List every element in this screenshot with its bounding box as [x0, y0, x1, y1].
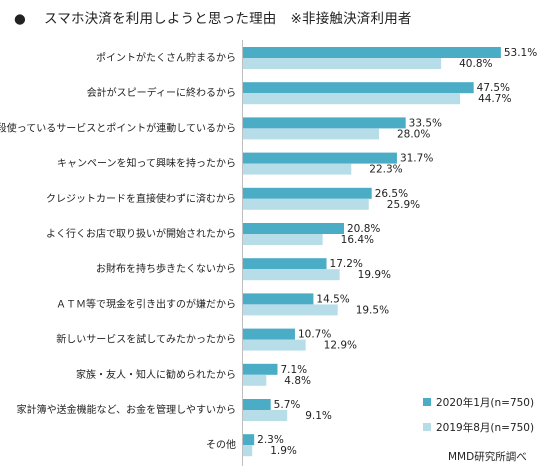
value-label-2019: 44.7% — [478, 93, 511, 105]
legend-swatch-2019 — [423, 423, 431, 431]
bar-2019 — [243, 410, 288, 421]
bar-2020 — [243, 152, 397, 164]
value-label-2019: 9.1% — [305, 410, 332, 422]
value-label-2019: 40.8% — [459, 58, 492, 70]
legend-swatch-2020 — [423, 398, 431, 406]
category-label: 普段使っているサービスとポイントが連動しているから — [0, 121, 236, 134]
bar-2019 — [243, 445, 253, 457]
bar-2020 — [243, 258, 327, 270]
category-label: お財布を持ち歩きたくないから — [96, 262, 236, 275]
category-label: 家計簿や送金機能など、お金を管理しやすいから — [17, 403, 236, 416]
category-label: ＡＴＭ等で現金を引き出すのが嫌だから — [56, 297, 236, 310]
value-label-2019: 25.9% — [387, 199, 420, 211]
source-note: MMD研究所調べ — [448, 451, 527, 463]
category-label: キャンペーンを知って興味を持ったから — [57, 157, 236, 170]
category-label: その他 — [206, 438, 236, 451]
chart-title: ● スマホ決済を利用しようと思った理由 ※非接触決済利用者 — [14, 7, 412, 27]
value-label-2020: 17.2% — [330, 258, 363, 270]
bar-2019 — [243, 58, 442, 69]
category-label: 会計がスピーディーに終わるから — [87, 86, 236, 99]
bar-2019 — [243, 234, 323, 245]
legend-item-2020: 2020年1月(n=750) — [423, 394, 534, 410]
bar-2019 — [243, 269, 340, 281]
category-label: 家族・友人・知人に勧められたから — [76, 368, 236, 381]
category-label: よく行くお店で取り扱いが開始されたから — [46, 227, 236, 240]
bar-2020 — [243, 187, 372, 199]
value-label-2020: 2.3% — [257, 434, 284, 446]
value-label-2020: 31.7% — [400, 153, 433, 165]
value-label-2020: 10.7% — [298, 329, 331, 341]
value-label-2019: 12.9% — [324, 340, 357, 352]
bar-2020 — [243, 399, 271, 410]
value-label-2019: 22.3% — [369, 164, 402, 176]
bar-2020 — [243, 223, 345, 234]
value-label-2019: 19.9% — [358, 269, 391, 281]
bar-2019 — [243, 163, 352, 175]
value-label-2019: 19.5% — [356, 304, 389, 316]
value-label-2019: 1.9% — [270, 445, 297, 457]
category-label: クレジットカードを直接使わずに済むから — [46, 192, 236, 205]
bar-2020 — [243, 47, 501, 58]
value-label-2020: 53.1% — [504, 47, 537, 59]
bar-2020 — [243, 117, 406, 129]
legend-label-2020: 2020年1月(n=750) — [436, 396, 535, 409]
value-label-2019: 4.8% — [284, 375, 311, 387]
value-label-2020: 20.8% — [347, 223, 380, 235]
bar-2019 — [243, 374, 267, 386]
bar-2020 — [243, 363, 278, 375]
bar-2020 — [243, 434, 255, 446]
bar-2019 — [243, 304, 338, 316]
value-label-2019: 28.0% — [397, 128, 430, 140]
title-bullet: ● — [14, 11, 26, 27]
bar-2019 — [243, 128, 379, 140]
bar-2019 — [243, 339, 306, 351]
legend-label-2019: 2019年8月(n=750) — [436, 421, 535, 434]
bar-2019 — [243, 93, 461, 105]
value-label-2020: 5.7% — [274, 399, 301, 411]
value-label-2020: 14.5% — [316, 293, 349, 305]
value-label-2020: 47.5% — [477, 82, 510, 94]
bar-2020 — [243, 328, 295, 340]
title-note: ※非接触決済利用者 — [290, 11, 412, 27]
category-label: 新しいサービスを試してみたかったから — [56, 333, 236, 346]
category-label: ポイントがたくさん貯まるから — [96, 51, 236, 64]
legend: 2020年1月(n=750) 2019年8月(n=750) — [423, 394, 534, 444]
value-label-2019: 16.4% — [341, 234, 374, 246]
bar-2020 — [243, 82, 474, 94]
value-label-2020: 33.5% — [409, 117, 442, 129]
title-main: スマホ決済を利用しようと思った理由 — [43, 11, 277, 27]
bar-2019 — [243, 198, 369, 210]
legend-item-2019: 2019年8月(n=750) — [423, 419, 534, 435]
bar-2020 — [243, 293, 314, 305]
value-label-2020: 7.1% — [280, 364, 307, 376]
value-label-2020: 26.5% — [375, 188, 408, 200]
